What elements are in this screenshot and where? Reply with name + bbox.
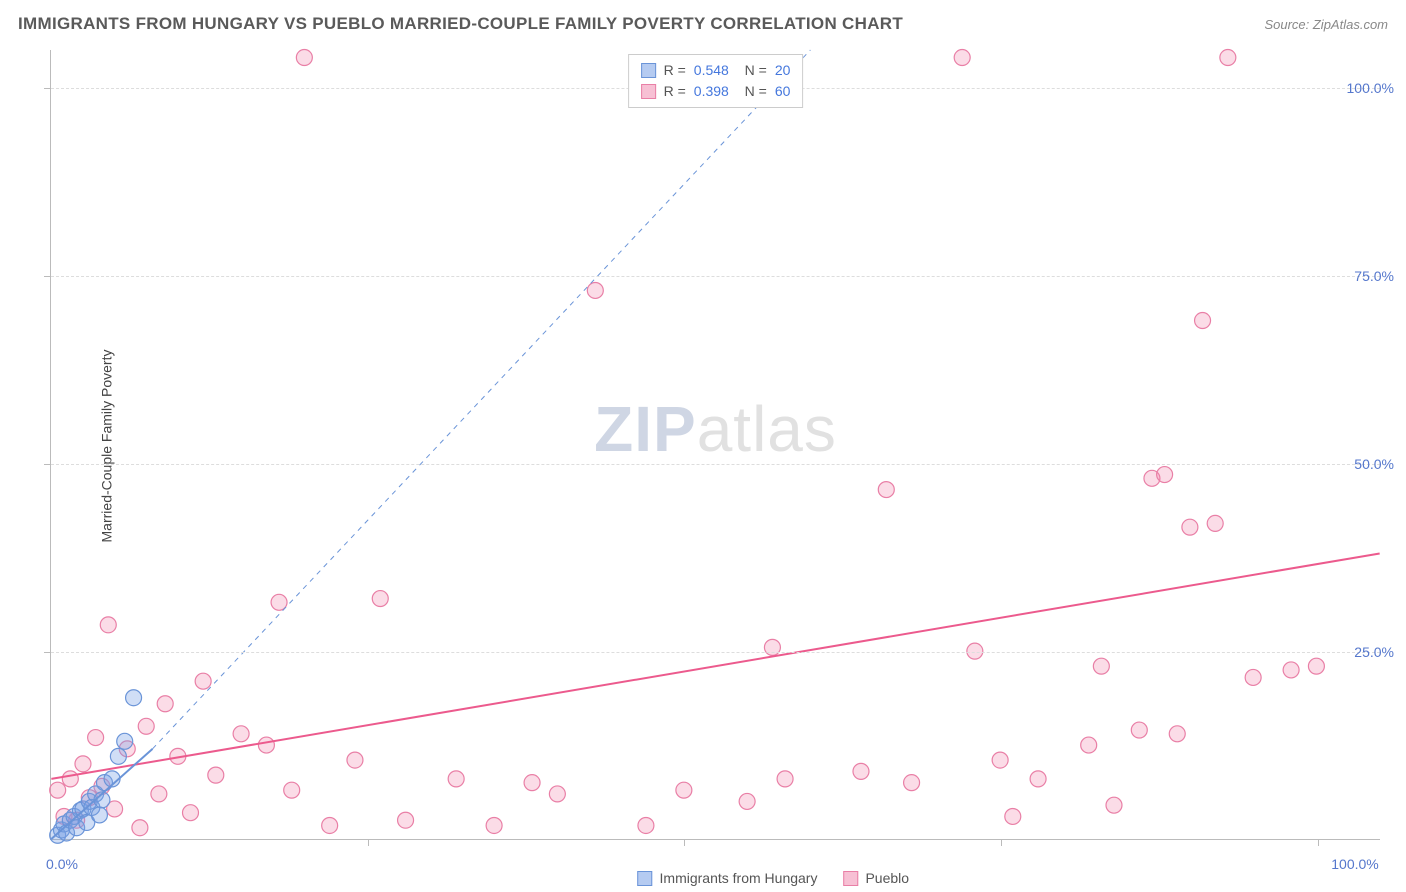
point-pueblo <box>233 726 249 742</box>
point-pueblo <box>1030 771 1046 787</box>
point-pueblo <box>195 673 211 689</box>
point-pueblo <box>1283 662 1299 678</box>
legend-swatch-pueblo <box>641 84 656 99</box>
point-pueblo <box>638 817 654 833</box>
tick-x <box>684 839 685 846</box>
point-pueblo <box>549 786 565 802</box>
legend-r-hungary: 0.548 <box>694 60 729 81</box>
point-pueblo <box>322 817 338 833</box>
point-pueblo <box>1169 726 1185 742</box>
legend-swatch-pueblo-2 <box>843 871 858 886</box>
point-pueblo <box>1081 737 1097 753</box>
legend-r-pueblo: 0.398 <box>694 81 729 102</box>
point-pueblo <box>448 771 464 787</box>
point-pueblo <box>1182 519 1198 535</box>
legend-r-label: R = <box>664 60 686 81</box>
point-pueblo <box>183 805 199 821</box>
legend-row-hungary: R = 0.548 N = 20 <box>641 60 791 81</box>
tick-y <box>44 464 51 465</box>
point-pueblo <box>1245 669 1261 685</box>
correlation-legend: R = 0.548 N = 20 R = 0.398 N = 60 <box>628 54 804 108</box>
gridline-h <box>51 276 1380 277</box>
point-pueblo <box>1005 808 1021 824</box>
point-pueblo <box>524 775 540 791</box>
point-pueblo <box>739 793 755 809</box>
legend-n-pueblo: 60 <box>775 81 791 102</box>
legend-label-pueblo: Pueblo <box>865 870 909 886</box>
y-tick-75: 75.0% <box>1354 268 1394 284</box>
gridline-h <box>51 652 1380 653</box>
point-pueblo <box>88 730 104 746</box>
point-pueblo <box>777 771 793 787</box>
y-tick-100: 100.0% <box>1347 80 1394 96</box>
point-pueblo <box>296 50 312 66</box>
point-pueblo <box>151 786 167 802</box>
point-pueblo <box>853 763 869 779</box>
point-hungary <box>91 807 107 823</box>
trend-line <box>153 50 811 749</box>
legend-n-hungary: 20 <box>775 60 791 81</box>
point-pueblo <box>75 756 91 772</box>
point-pueblo <box>1207 515 1223 531</box>
chart-header: IMMIGRANTS FROM HUNGARY VS PUEBLO MARRIE… <box>18 14 1388 34</box>
point-pueblo <box>904 775 920 791</box>
plot-area: ZIPatlas R = 0.548 N = 20 R = 0.398 N = … <box>50 50 1380 840</box>
legend-row-pueblo: R = 0.398 N = 60 <box>641 81 791 102</box>
source-attribution: Source: ZipAtlas.com <box>1264 17 1388 32</box>
legend-item-hungary: Immigrants from Hungary <box>638 870 818 886</box>
x-tick-100: 100.0% <box>1331 856 1378 872</box>
tick-x <box>368 839 369 846</box>
legend-n-label: N = <box>737 60 767 81</box>
point-pueblo <box>284 782 300 798</box>
point-pueblo <box>992 752 1008 768</box>
legend-swatch-hungary-2 <box>638 871 653 886</box>
y-tick-25: 25.0% <box>1354 644 1394 660</box>
tick-x <box>1318 839 1319 846</box>
y-tick-50: 50.0% <box>1354 456 1394 472</box>
tick-y <box>44 652 51 653</box>
point-pueblo <box>764 639 780 655</box>
point-pueblo <box>1131 722 1147 738</box>
point-pueblo <box>1157 467 1173 483</box>
point-pueblo <box>954 50 970 66</box>
point-pueblo <box>1093 658 1109 674</box>
series-legend: Immigrants from Hungary Pueblo <box>638 870 910 886</box>
point-pueblo <box>1106 797 1122 813</box>
point-pueblo <box>50 782 66 798</box>
point-hungary <box>126 690 142 706</box>
point-hungary <box>110 748 126 764</box>
point-pueblo <box>62 771 78 787</box>
legend-n-label: N = <box>737 81 767 102</box>
point-hungary <box>117 733 133 749</box>
point-pueblo <box>486 817 502 833</box>
point-pueblo <box>258 737 274 753</box>
point-pueblo <box>208 767 224 783</box>
point-pueblo <box>347 752 363 768</box>
tick-y <box>44 276 51 277</box>
point-pueblo <box>398 812 414 828</box>
point-pueblo <box>132 820 148 836</box>
point-pueblo <box>157 696 173 712</box>
legend-r-label: R = <box>664 81 686 102</box>
chart-svg <box>51 50 1380 839</box>
gridline-h <box>51 464 1380 465</box>
point-pueblo <box>372 591 388 607</box>
chart-title: IMMIGRANTS FROM HUNGARY VS PUEBLO MARRIE… <box>18 14 903 34</box>
tick-x <box>1001 839 1002 846</box>
tick-y <box>44 88 51 89</box>
legend-item-pueblo: Pueblo <box>843 870 909 886</box>
point-pueblo <box>587 282 603 298</box>
legend-swatch-hungary <box>641 63 656 78</box>
x-tick-0: 0.0% <box>46 856 78 872</box>
point-pueblo <box>138 718 154 734</box>
point-pueblo <box>100 617 116 633</box>
point-pueblo <box>1220 50 1236 66</box>
point-pueblo <box>1195 313 1211 329</box>
trend-line <box>51 553 1379 778</box>
point-pueblo <box>878 482 894 498</box>
point-pueblo <box>676 782 692 798</box>
point-pueblo <box>1308 658 1324 674</box>
legend-label-hungary: Immigrants from Hungary <box>660 870 818 886</box>
